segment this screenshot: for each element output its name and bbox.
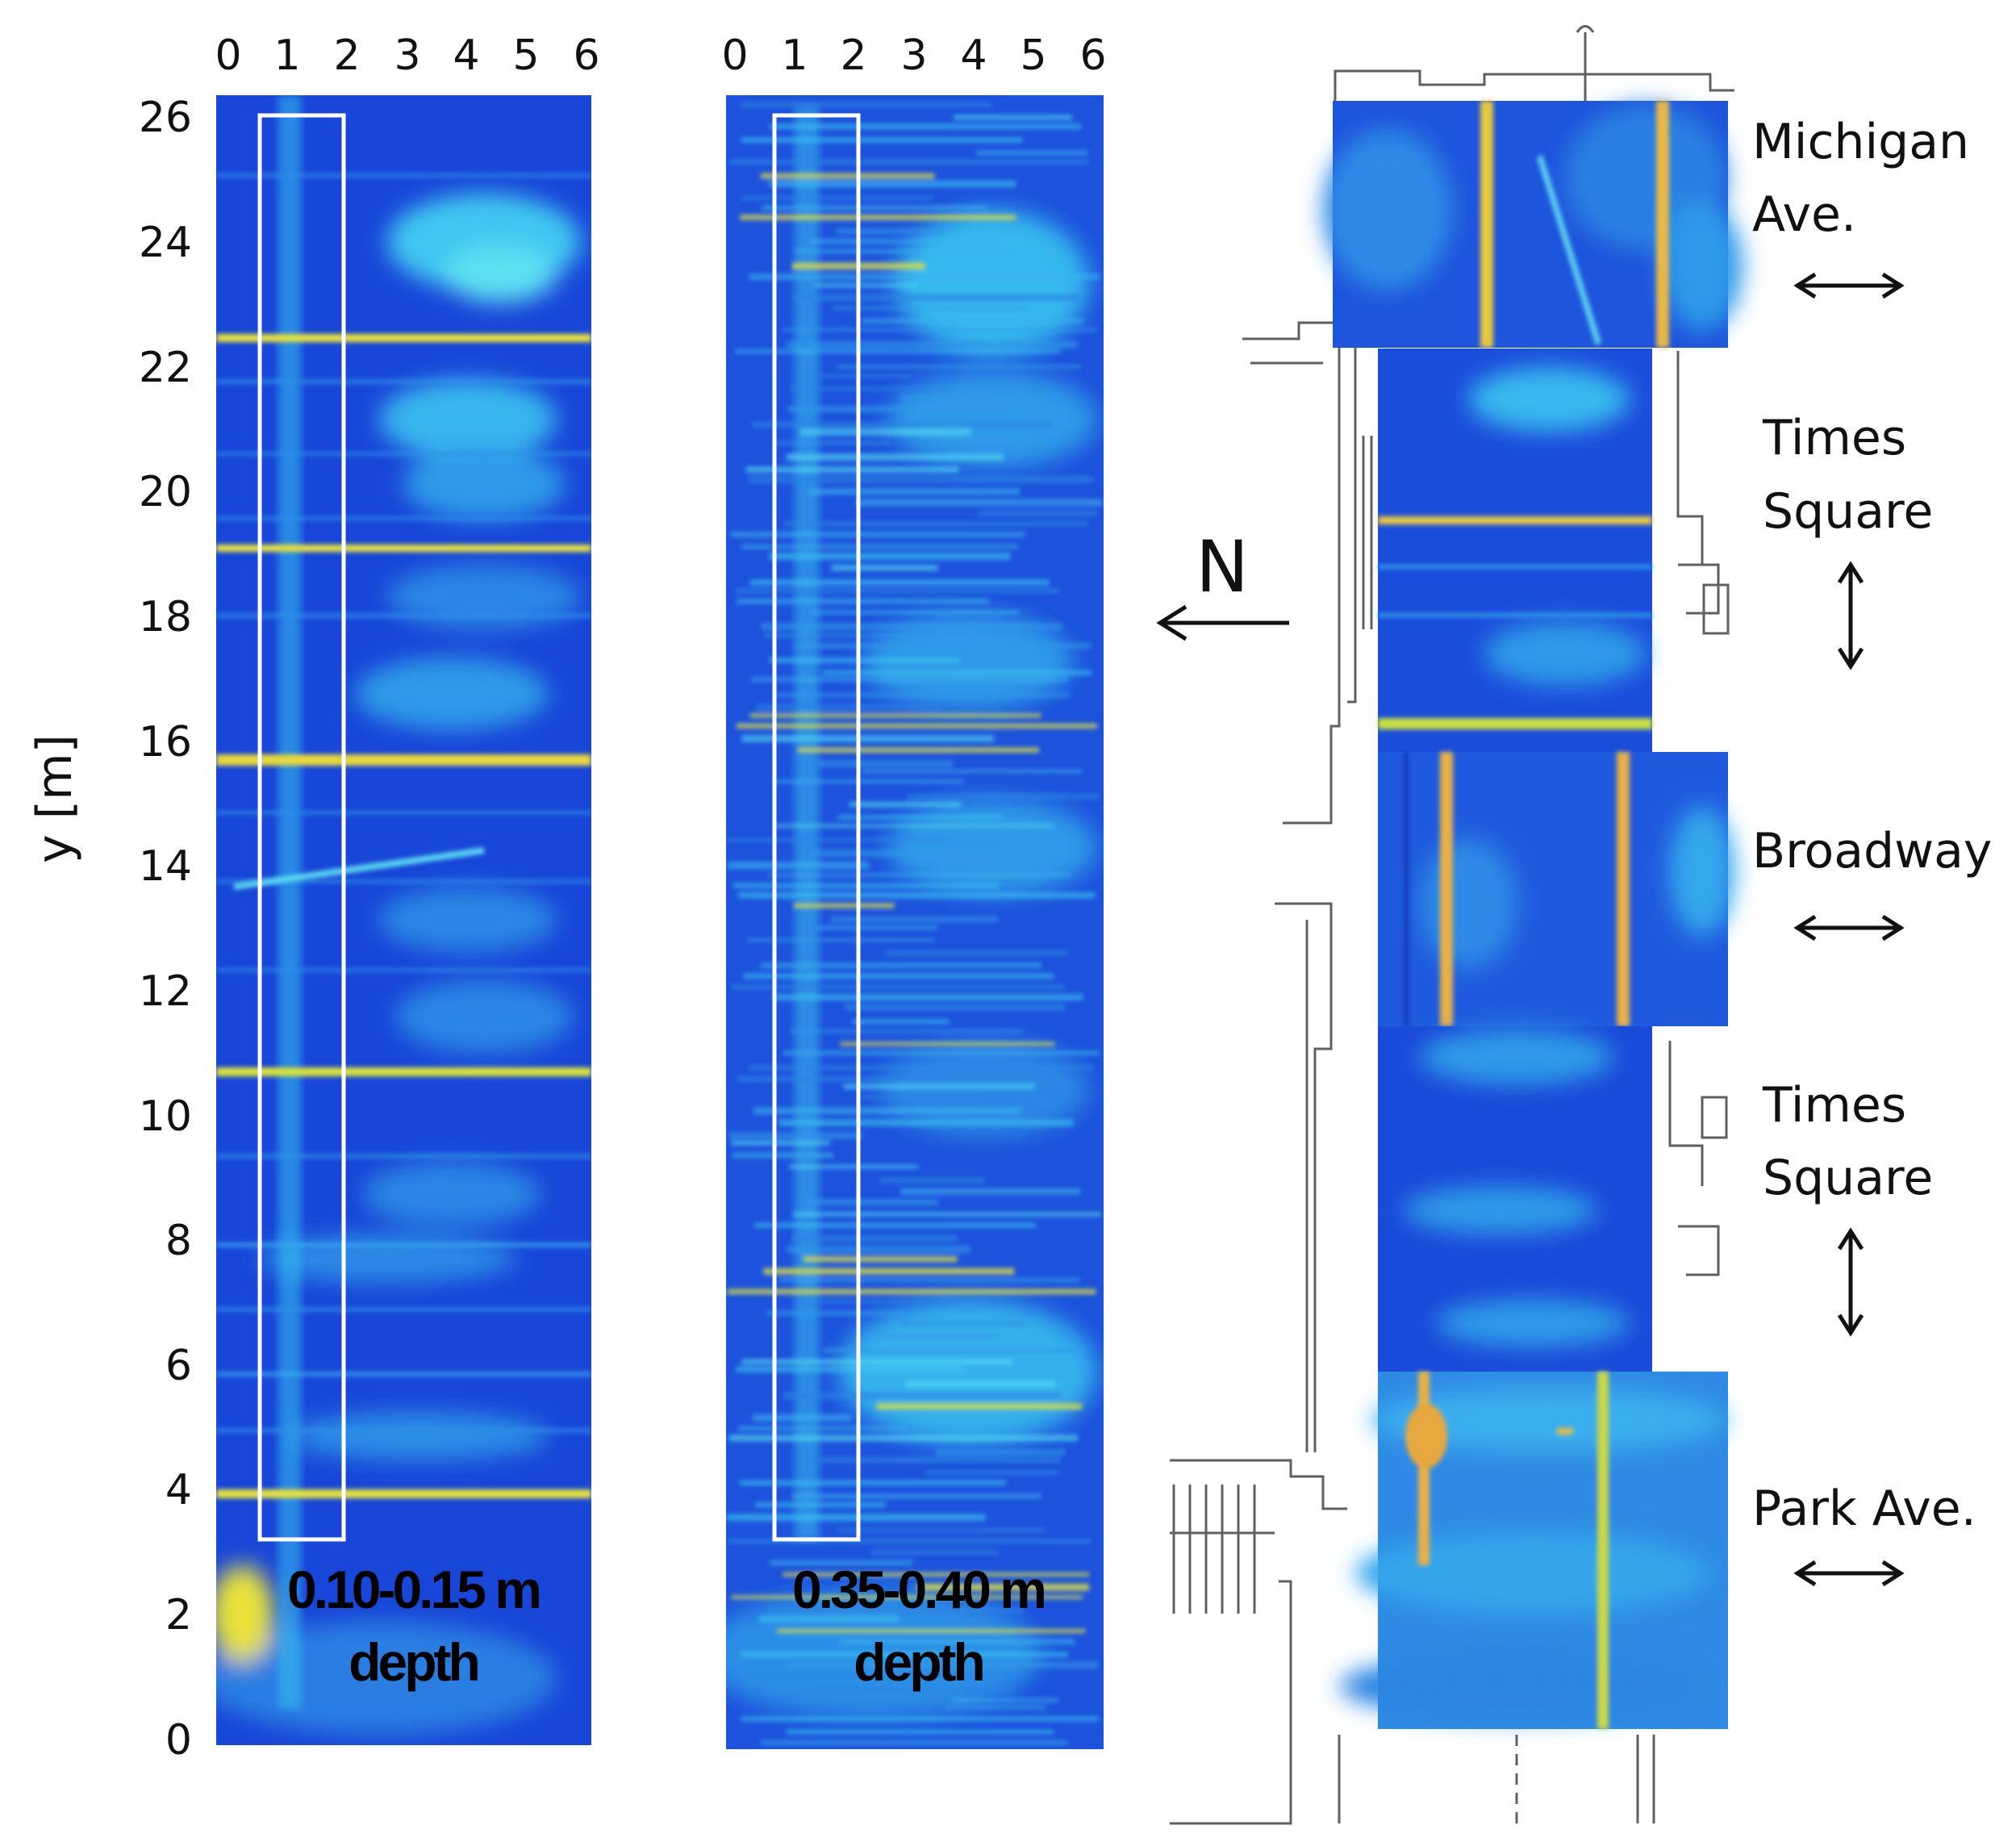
svg-text:depth: depth: [349, 1632, 478, 1692]
y-tick: 22: [139, 344, 192, 392]
svg-text:depth: depth: [854, 1632, 983, 1692]
depth-label-shallow: 0.10-0.15 m depth: [287, 1560, 542, 1692]
svg-text:Ave.: Ave.: [1752, 186, 1856, 243]
svg-text:Times: Times: [1762, 410, 1906, 466]
y-tick: 0: [165, 1716, 192, 1765]
svg-text:Square: Square: [1763, 1150, 1933, 1206]
double-arrow-horizontal-icon: [1793, 914, 1905, 942]
x-axis-ticks-middle: 0 1 2 3 4 5 6: [721, 31, 1106, 80]
y-tick: 24: [139, 219, 192, 267]
y-tick: 16: [139, 718, 192, 766]
x-tick: 5: [1020, 31, 1046, 80]
x-tick: 6: [1079, 31, 1106, 80]
profile-frame: [772, 113, 861, 1542]
y-tick: 12: [139, 967, 192, 1016]
svg-text:Square: Square: [1763, 483, 1933, 540]
svg-text:Broadway: Broadway: [1752, 823, 1992, 879]
radargram-shallow: [216, 95, 591, 1745]
y-axis-ticks: 26 24 22 20 18 16 14 12 10 8 6 4 2 0: [139, 94, 192, 1765]
site-plan-sketch: [1170, 25, 1734, 1825]
x-tick: 0: [721, 31, 748, 80]
y-tick: 6: [165, 1342, 192, 1390]
street-label-broadway: Broadway: [1752, 823, 1992, 879]
double-arrow-vertical-icon: [1837, 1227, 1864, 1337]
double-arrow-horizontal-icon: [1793, 272, 1905, 299]
street-label-michigan: Michigan Ave.: [1752, 114, 1969, 243]
gpr-strip-broadway: [1378, 752, 1734, 1026]
x-tick: 1: [273, 31, 300, 80]
x-tick: 5: [512, 31, 539, 80]
depth-label-deep: 0.35-0.40 m depth: [792, 1560, 1047, 1692]
y-axis-label: y [m]: [27, 734, 83, 863]
x-tick: 2: [840, 31, 866, 80]
svg-text:0.10-0.15 m: 0.10-0.15 m: [287, 1560, 539, 1619]
street-label-times-square-2: Times Square: [1762, 1077, 1933, 1206]
x-tick: 6: [573, 31, 599, 80]
x-tick: 3: [900, 31, 927, 80]
x-tick: 3: [394, 31, 420, 80]
x-tick: 0: [215, 31, 241, 80]
svg-text:Michigan: Michigan: [1752, 114, 1969, 170]
x-tick: 1: [781, 31, 808, 80]
profile-frame: [257, 113, 346, 1542]
svg-text:N: N: [1196, 525, 1249, 608]
x-tick: 2: [333, 31, 360, 80]
svg-text:0.35-0.40 m: 0.35-0.40 m: [792, 1560, 1044, 1619]
radargram-deep: [726, 95, 1104, 1749]
gpr-strip-park: [1339, 1372, 1728, 1729]
y-tick: 14: [139, 842, 192, 891]
y-tick: 26: [139, 94, 192, 142]
gpr-strip-michigan: [1323, 101, 1743, 348]
gpr-strip-times-square-1: [1378, 349, 1652, 752]
x-tick: 4: [960, 31, 987, 80]
svg-text:Park Ave.: Park Ave.: [1752, 1481, 1976, 1537]
svg-text:Times: Times: [1762, 1077, 1906, 1134]
y-tick: 8: [165, 1217, 192, 1265]
gpr-strip-times-square-2: [1378, 1026, 1652, 1372]
double-arrow-vertical-icon: [1837, 561, 1864, 670]
y-tick: 18: [139, 593, 192, 641]
y-tick: 2: [165, 1591, 192, 1639]
x-tick: 4: [453, 31, 479, 80]
y-tick: 4: [165, 1466, 192, 1514]
x-axis-ticks-left: 0 1 2 3 4 5 6: [215, 31, 599, 80]
street-label-park: Park Ave.: [1752, 1481, 1976, 1537]
double-arrow-horizontal-icon: [1793, 1560, 1905, 1587]
y-tick: 20: [139, 468, 192, 516]
north-arrow: N: [1156, 525, 1289, 641]
y-tick: 10: [139, 1092, 192, 1141]
street-label-times-square-1: Times Square: [1762, 410, 1933, 540]
